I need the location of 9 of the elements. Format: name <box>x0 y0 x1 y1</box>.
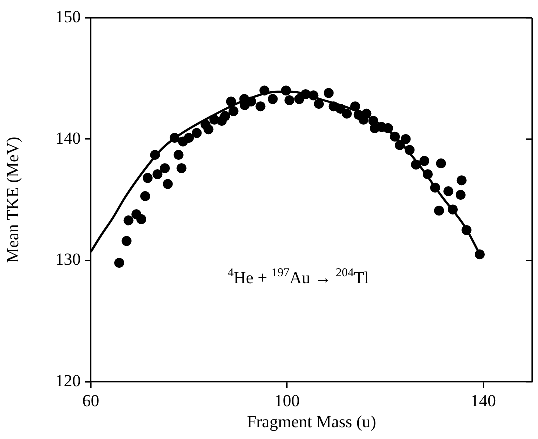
y-axis-title: Mean TKE (MeV) <box>4 136 23 264</box>
y-tick-label: 150 <box>56 7 81 26</box>
x-tick-label: 60 <box>82 392 100 411</box>
x-tick-label: 140 <box>470 392 496 411</box>
y-tick-label: 130 <box>56 250 81 270</box>
y-tick-label: 120 <box>56 371 81 390</box>
x-tick-label: 100 <box>274 392 300 411</box>
y-tick-label: 140 <box>56 128 81 148</box>
x-axis-title: Fragment Mass (u) <box>247 412 376 432</box>
